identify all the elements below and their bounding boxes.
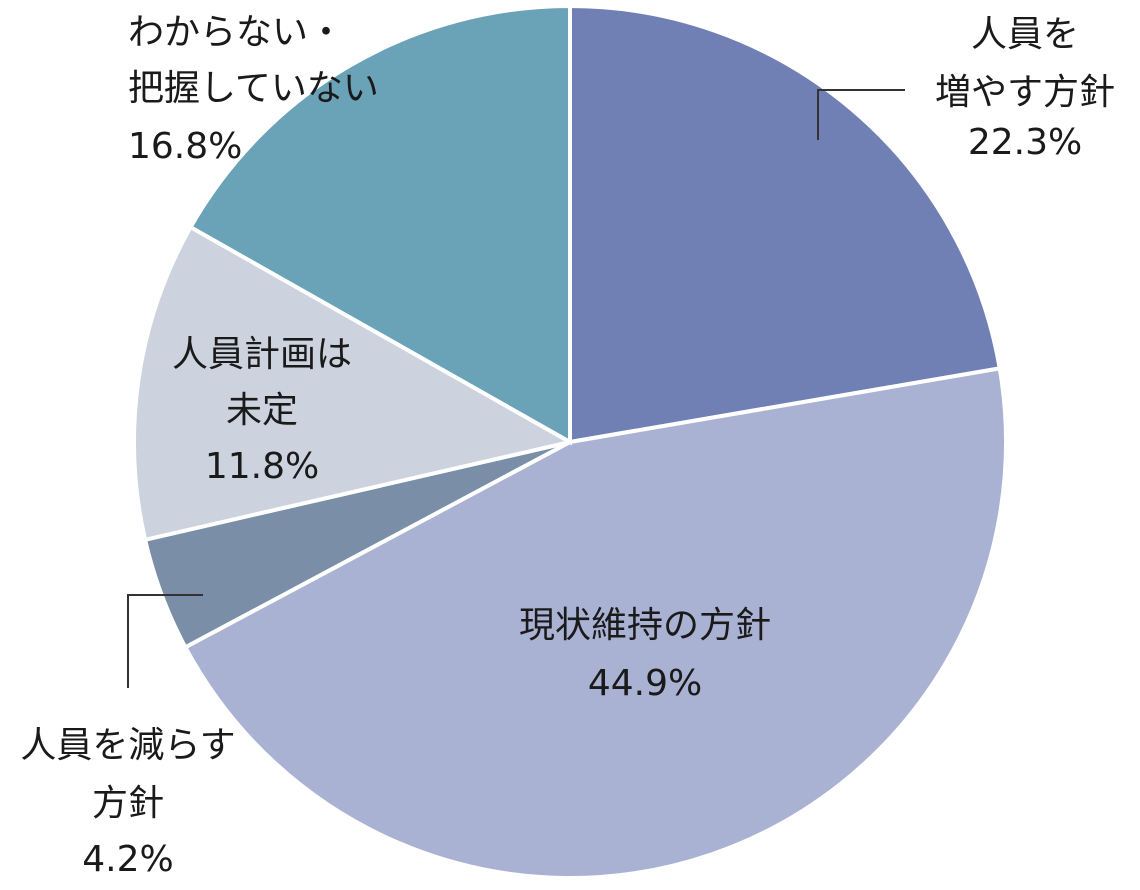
slice-label-maintain: 現状維持の方針 — [519, 605, 771, 646]
slice-value-increase: 22.3% — [968, 122, 1082, 163]
slice-value-unknown: 16.8% — [128, 126, 242, 167]
slice-label-unknown-line2: 把握していない — [128, 68, 379, 109]
slice-label-increase-line1: 人員を — [971, 14, 1079, 55]
leader-line-increase — [817, 89, 905, 140]
slice-label-unknown-line1: わからない・ — [128, 12, 344, 53]
slice-label-undecided-line2: 未定 — [226, 390, 298, 431]
slice-value-decrease: 4.2% — [82, 839, 173, 880]
slice-label-increase-line2: 増やす方針 — [935, 72, 1115, 113]
leader-line-decrease — [127, 594, 203, 688]
slice-label-decrease-line1: 人員を減らす — [20, 725, 235, 766]
slice-label-decrease-line2: 方針 — [92, 783, 164, 824]
slice-increase — [568, 3, 1003, 445]
slice-unknown — [187, 3, 572, 446]
pie-slices — [132, 3, 1008, 880]
slice-undecided — [132, 224, 576, 543]
slice-label-undecided-line1: 人員計画は — [172, 334, 352, 375]
slice-value-maintain: 44.9% — [588, 663, 702, 704]
slice-maintain — [182, 366, 1008, 880]
slice-value-undecided: 11.8% — [205, 446, 319, 487]
